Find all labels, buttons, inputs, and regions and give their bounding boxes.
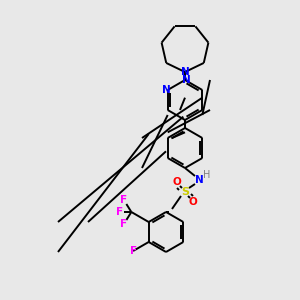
Text: F: F: [116, 207, 123, 217]
Text: O: O: [189, 197, 197, 207]
Text: S: S: [181, 187, 189, 197]
Text: O: O: [172, 177, 182, 187]
Text: N: N: [162, 85, 171, 95]
Text: F: F: [120, 219, 127, 229]
Text: N: N: [181, 67, 189, 77]
Text: N: N: [195, 175, 203, 185]
Text: H: H: [203, 170, 211, 180]
Text: F: F: [130, 246, 137, 256]
Text: F: F: [120, 195, 127, 205]
Text: N: N: [182, 75, 190, 85]
